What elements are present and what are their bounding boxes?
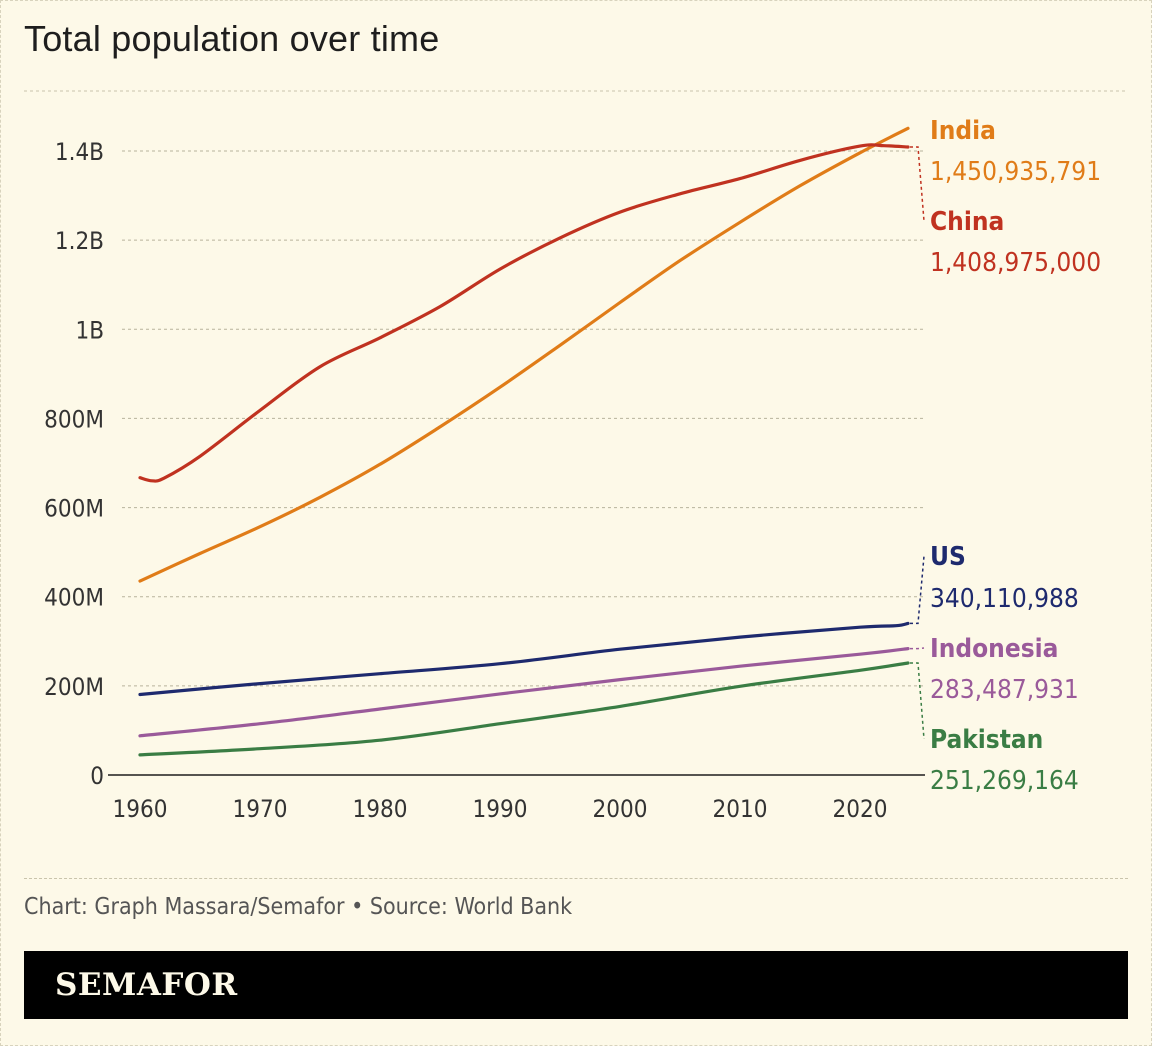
brand-bar: SEMAFOR — [24, 951, 1128, 1019]
y-axis-labels: 0 200M 400M 600M 800M 1B 1.2B 1.4B — [44, 138, 104, 790]
series-value-china: 1,408,975,000 — [930, 248, 1101, 278]
y-tick-label: 0 — [90, 762, 104, 790]
y-tick-label: 1.4B — [55, 138, 104, 166]
series-line-pakistan — [138, 661, 910, 757]
y-tick-label: 1B — [75, 316, 104, 344]
series-label-china: China — [930, 207, 1004, 237]
series-value-india: 1,450,935,791 — [930, 157, 1101, 187]
x-tick-label: 1970 — [233, 795, 288, 823]
leader-line-us — [910, 555, 925, 625]
series-label-indonesia: Indonesia — [930, 634, 1058, 664]
series-label-pakistan: Pakistan — [930, 725, 1043, 755]
x-tick-label: 2020 — [833, 795, 888, 823]
footer-divider — [24, 878, 1128, 879]
chart-title: Total population over time — [24, 18, 440, 59]
x-axis-labels: 1960 1970 1980 1990 2000 2010 2020 — [113, 795, 888, 823]
leader-line-pakistan — [910, 662, 925, 740]
x-tick-label: 2000 — [593, 795, 648, 823]
label-leader-lines — [910, 146, 925, 740]
line-chart: 0 200M 400M 600M 800M 1B 1.2B 1.4B 1960 1970 1980… — [24, 90, 1128, 823]
y-gridlines — [122, 150, 925, 687]
x-tick-label: 1960 — [113, 795, 168, 823]
series-line-india — [138, 126, 910, 583]
x-tick-label: 2010 — [713, 795, 768, 823]
series-label-india: India — [930, 116, 996, 146]
source-credit: Chart: Graph Massara/Semafor • Source: W… — [24, 894, 573, 920]
y-tick-label: 1.2B — [55, 227, 104, 255]
brand-logo: SEMAFOR — [55, 967, 238, 1003]
series-value-pakistan: 251,269,164 — [930, 766, 1079, 796]
series-lines — [138, 126, 910, 757]
series-value-indonesia: 283,487,931 — [930, 675, 1079, 705]
series-line-us — [138, 621, 910, 697]
x-tick-label: 1990 — [473, 795, 528, 823]
series-direct-labels: India 1,450,935,791 China 1,408,975,000 US 34… — [930, 116, 1101, 796]
y-tick-label: 600M — [44, 495, 104, 523]
series-line-indonesia — [138, 647, 910, 738]
y-tick-label: 200M — [44, 673, 104, 701]
y-tick-label: 800M — [44, 405, 104, 433]
leader-line-indonesia — [910, 647, 925, 650]
leader-line-china — [910, 146, 925, 222]
series-value-us: 340,110,988 — [930, 584, 1079, 614]
series-line-china — [138, 143, 910, 483]
series-label-us: US — [930, 542, 966, 572]
y-tick-label: 400M — [44, 584, 104, 612]
x-tick-label: 1980 — [353, 795, 408, 823]
